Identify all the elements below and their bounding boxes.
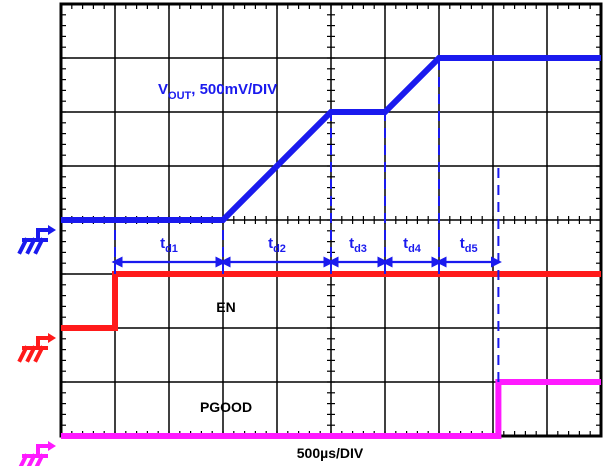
timing-intervals: td1 td2 td3 td4 td5: [111, 235, 502, 268]
interval-label: td1: [160, 235, 178, 255]
interval-label: td3: [349, 235, 367, 255]
interval-label-main: t: [460, 235, 465, 252]
pgood-label: PGOOD: [200, 399, 252, 415]
interval-label-main: t: [403, 235, 408, 252]
time-scale-label: 500µs/DIV: [297, 445, 364, 461]
ground-reference-markers: [17, 225, 56, 466]
pgood-trace: [61, 379, 601, 439]
timing-markers: [114, 58, 500, 382]
interval-label: td2: [268, 235, 286, 255]
trace-layer: [61, 55, 601, 439]
vout-ground-icon: [17, 225, 56, 255]
pgood-ground-icon: [18, 441, 56, 466]
vout-label-sub: OUT: [168, 90, 192, 102]
interval-label-sub: d4: [408, 243, 422, 255]
interval-label-main: t: [160, 235, 165, 252]
en-trace: [61, 271, 601, 331]
interval-label-sub: d3: [354, 243, 367, 255]
vout-label: VOUT, 500mV/DIV: [158, 81, 277, 102]
interval-label-sub: d1: [165, 243, 178, 255]
en-label: EN: [216, 299, 235, 315]
en-ground-icon: [17, 333, 56, 363]
interval-label-sub: d5: [465, 243, 478, 255]
interval-label-main: t: [349, 235, 354, 252]
vout-label-main: V: [158, 81, 168, 98]
interval-label-sub: d2: [273, 243, 286, 255]
interval-label: td5: [460, 235, 478, 255]
vout-trace: [61, 55, 601, 223]
vout-label-rest: , 500mV/DIV: [191, 81, 277, 98]
interval-label-main: t: [268, 235, 273, 252]
interval-label: td4: [403, 235, 422, 255]
